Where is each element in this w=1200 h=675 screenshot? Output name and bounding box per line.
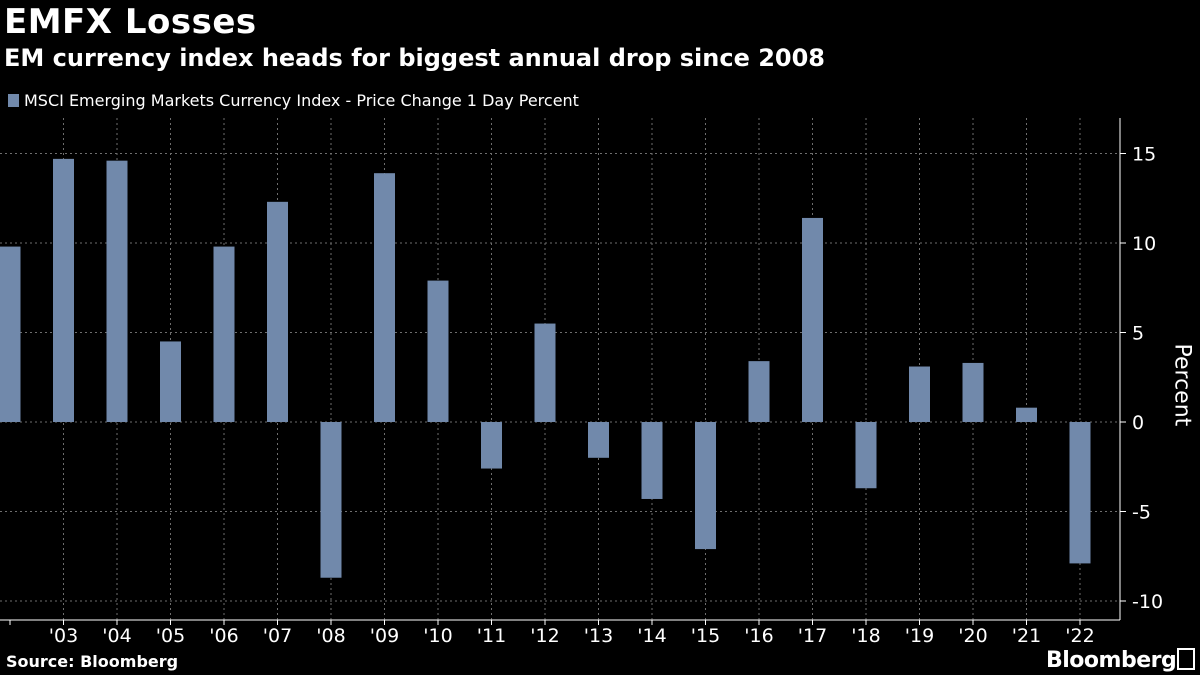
y-tick-label: 15 (1132, 144, 1156, 166)
x-tick-label: '03 (49, 625, 78, 647)
legend-label: MSCI Emerging Markets Currency Index - P… (24, 91, 579, 110)
x-tick-label: '08 (316, 625, 345, 647)
x-tick-label: '13 (584, 625, 613, 647)
x-tick-label: '18 (851, 625, 880, 647)
bar-22 (1069, 422, 1091, 564)
legend: MSCI Emerging Markets Currency Index - P… (8, 91, 579, 110)
x-tick-label: '09 (370, 625, 399, 647)
x-tick-label: '21 (1012, 625, 1041, 647)
source-note: Source: Bloomberg (6, 652, 179, 671)
bar-20 (962, 362, 984, 422)
bar-17 (802, 217, 823, 422)
bar-14 (641, 422, 663, 499)
y-axis-label: Percent (1169, 343, 1195, 427)
bar-19 (909, 366, 930, 422)
bar-06 (213, 246, 235, 422)
x-tick-label: '04 (102, 625, 131, 647)
bar-16 (748, 361, 770, 422)
bloomberg-logo: Bloomberg (1046, 648, 1177, 673)
bar-09 (374, 173, 395, 422)
chart-title: EMFX Losses (4, 2, 257, 42)
bar-07 (267, 201, 288, 422)
x-tick-label: '11 (477, 625, 506, 647)
logo-box-icon (1177, 648, 1195, 670)
y-tick-label: 5 (1132, 323, 1144, 345)
x-tick-label: '20 (958, 625, 987, 647)
bar-02 (0, 246, 21, 422)
bar-18 (855, 422, 877, 489)
bar-12 (534, 323, 556, 422)
x-tick-label: '14 (637, 625, 666, 647)
bar-05 (160, 341, 181, 422)
chart-subtitle: EM currency index heads for biggest annu… (4, 44, 825, 72)
x-tick-label: '07 (263, 625, 292, 647)
x-tick-label: '17 (798, 625, 827, 647)
bar-13 (588, 422, 609, 458)
bar-04 (106, 160, 128, 422)
bar-11 (481, 422, 502, 469)
bar-10 (427, 280, 449, 422)
x-tick-label: '06 (209, 625, 238, 647)
x-tick-label: '16 (744, 625, 773, 647)
bar-03 (53, 158, 74, 422)
bar-15 (695, 422, 716, 550)
bar-08 (320, 422, 342, 578)
y-tick-label: -5 (1132, 502, 1151, 524)
x-tick-label: '10 (423, 625, 452, 647)
x-tick-label: '15 (691, 625, 720, 647)
legend-swatch (8, 94, 19, 107)
x-tick-label: '12 (530, 625, 559, 647)
y-tick-label: -10 (1132, 591, 1163, 613)
x-tick-label: '05 (156, 625, 185, 647)
bar-21 (1016, 407, 1037, 422)
x-tick-label: '22 (1065, 625, 1094, 647)
x-tick-label: '19 (905, 625, 934, 647)
y-tick-label: 10 (1132, 233, 1156, 255)
y-tick-label: 0 (1132, 412, 1144, 434)
